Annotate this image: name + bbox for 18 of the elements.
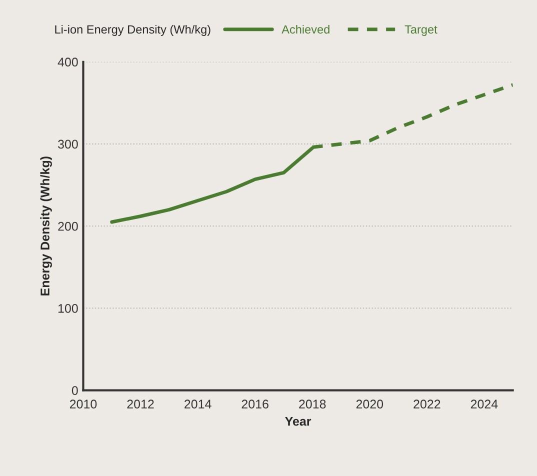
y-axis-title: Energy Density (Wh/kg)	[40, 156, 52, 296]
x-tick-label: 2010	[70, 400, 97, 409]
x-tick-label: 2018	[299, 400, 326, 409]
x-tick-label: 2020	[356, 400, 384, 409]
x-tick-label: 2022	[414, 400, 440, 409]
y-tick-label: 100	[58, 304, 78, 313]
x-tick-label: 2024	[470, 400, 498, 409]
y-tick-label: 200	[58, 222, 78, 231]
y-tick-label: 300	[58, 140, 78, 149]
y-tick-label: 400	[58, 58, 78, 67]
legend-label: Achieved	[282, 24, 330, 34]
x-tick-label: 2016	[242, 400, 268, 409]
legend-label: Target	[404, 25, 438, 36]
x-tick-label: 2014	[184, 400, 212, 409]
y-tick-label: 0	[72, 386, 78, 395]
legend-title: Li-ion Energy Density (Wh/kg)	[55, 24, 210, 36]
x-axis-title: Year	[285, 417, 312, 426]
x-tick-label: 2012	[127, 400, 154, 409]
